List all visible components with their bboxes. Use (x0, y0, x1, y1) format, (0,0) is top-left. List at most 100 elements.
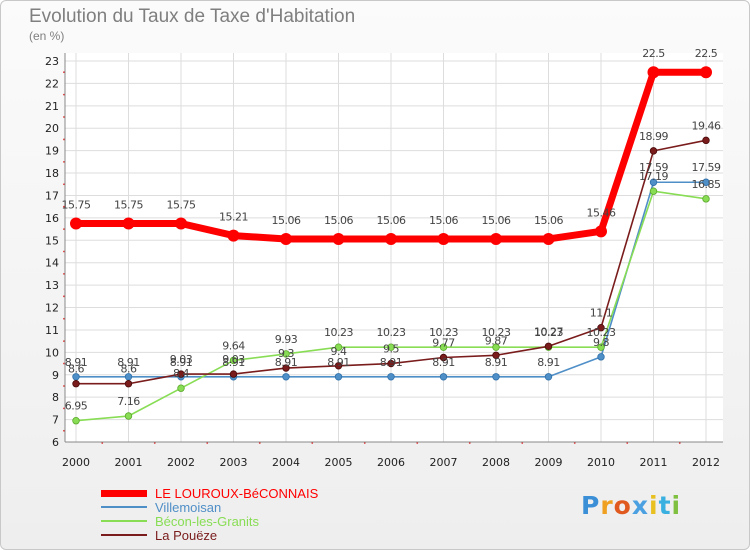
data-point (595, 225, 607, 238)
data-point (387, 359, 395, 368)
data-label: 9.8 (593, 336, 609, 349)
data-label: 15.46 (587, 206, 616, 219)
y-minor-tick (63, 340, 65, 343)
data-label: 10.23 (482, 326, 511, 339)
data-label: 9.03 (170, 353, 193, 366)
data-point (175, 217, 187, 230)
data-label: 6.95 (65, 400, 88, 413)
y-tick-label: 15 (45, 234, 59, 247)
y-minor-tick (63, 295, 65, 298)
data-point (282, 373, 290, 381)
x-tick-label: 2006 (377, 456, 405, 469)
y-minor-tick (63, 385, 65, 387)
logo-letter: i (649, 491, 659, 520)
legend-item-louroux: LE LOUROUX-BéCONNAIS (101, 486, 318, 501)
x-minor-tick (258, 442, 261, 444)
data-label: 9.4 (331, 345, 347, 358)
data-point (647, 66, 660, 79)
data-point (542, 232, 555, 245)
data-label: 11.1 (590, 307, 613, 320)
data-point (702, 195, 710, 203)
y-tick-label: 20 (45, 122, 59, 135)
data-point (177, 384, 185, 392)
data-label: 8.6 (68, 363, 84, 376)
y-minor-tick (63, 183, 65, 186)
y-minor-tick (63, 93, 65, 96)
legend-item-poueze: La Pouëze (101, 528, 318, 543)
data-point (334, 343, 343, 351)
data-point (282, 350, 290, 358)
y-tick-label: 16 (45, 212, 59, 225)
logo-letter: r (600, 491, 614, 520)
y-tick-label: 22 (45, 77, 59, 90)
y-minor-tick (63, 71, 65, 74)
data-label: 15.75 (167, 198, 196, 211)
y-minor-tick (63, 407, 65, 410)
data-point (124, 380, 133, 388)
data-label: 8.91 (327, 356, 350, 369)
data-label: 9.87 (485, 334, 508, 347)
data-point (439, 343, 448, 351)
y-minor-tick (63, 429, 65, 432)
data-point (177, 370, 185, 378)
data-point (385, 232, 397, 245)
data-point (492, 373, 500, 381)
legend-label: Bécon-les-Granits (155, 513, 260, 529)
data-point (597, 353, 605, 361)
y-tick-label: 17 (45, 189, 59, 202)
data-label: 15.06 (482, 214, 511, 227)
legend-swatch (101, 489, 147, 497)
data-point (387, 343, 395, 351)
legend-swatch (101, 506, 147, 508)
proxiti-logo: Proxiti (581, 491, 681, 520)
data-label: 8.91 (537, 356, 560, 369)
y-minor-tick (63, 116, 65, 118)
y-tick-label: 23 (45, 55, 59, 68)
y-tick-label: 10 (45, 346, 59, 359)
y-minor-tick (63, 317, 65, 320)
data-point (280, 232, 292, 245)
data-label: 8.91 (380, 356, 403, 369)
y-minor-tick (63, 250, 65, 253)
data-label: 9.64 (222, 339, 245, 352)
data-label: 15.06 (377, 214, 406, 227)
data-label: 10.23 (377, 326, 406, 339)
data-label: 15.06 (429, 214, 458, 227)
data-label: 15.06 (324, 214, 353, 227)
x-tick-label: 2001 (115, 456, 143, 469)
data-label: 9.3 (278, 347, 294, 360)
data-point (334, 373, 343, 381)
data-point (387, 373, 395, 381)
x-tick-label: 2007 (430, 456, 458, 469)
data-label: 18.99 (639, 130, 668, 143)
x-minor-tick (468, 442, 471, 444)
x-tick-label: 2005 (325, 456, 353, 469)
data-point (334, 362, 343, 370)
data-label: 17.59 (692, 161, 721, 174)
data-point (124, 412, 133, 420)
data-point (439, 373, 448, 381)
data-label: 8.91 (275, 356, 298, 369)
y-minor-tick (63, 362, 65, 365)
y-tick-label: 18 (45, 167, 59, 180)
y-tick-label: 7 (52, 414, 59, 427)
data-point (72, 380, 80, 388)
data-label: 10.27 (534, 325, 563, 338)
data-label: 8.91 (432, 356, 455, 369)
x-minor-tick (573, 442, 576, 444)
data-label: 7.16 (117, 395, 140, 408)
y-tick-label: 19 (45, 145, 59, 158)
data-point (122, 217, 135, 230)
legend-label: Villemoisan (155, 499, 222, 515)
data-label: 16.85 (692, 178, 721, 191)
data-label: 15.06 (534, 214, 563, 227)
chart-title: Evolution du Taux de Taxe d'Habitation (29, 6, 356, 27)
logo-letter: x (631, 491, 649, 520)
y-tick-label: 14 (45, 257, 59, 270)
data-label: 10.23 (534, 326, 563, 339)
y-tick-label: 13 (45, 279, 59, 292)
x-tick-label: 2002 (167, 456, 195, 469)
y-minor-tick (63, 138, 65, 141)
x-minor-tick (153, 442, 156, 444)
